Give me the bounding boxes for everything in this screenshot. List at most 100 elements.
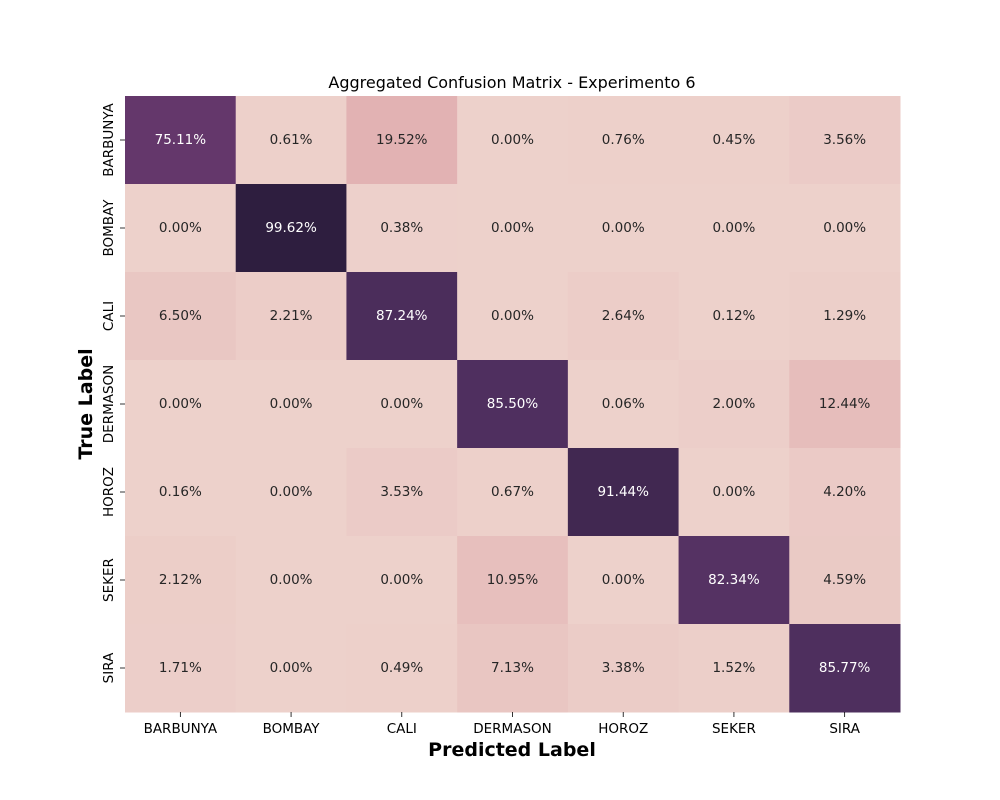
heatmap-cell xyxy=(457,360,569,449)
cell-value-label: 0.00% xyxy=(491,308,534,324)
heatmap-cell xyxy=(346,536,458,625)
heatmap-cell xyxy=(789,96,901,185)
cell-value-label: 0.00% xyxy=(270,484,313,500)
heatmap-cell xyxy=(457,536,569,625)
cell-value-label: 0.00% xyxy=(602,572,645,588)
cell-value-label: 0.61% xyxy=(270,132,313,148)
heatmap-cell xyxy=(346,360,458,449)
heatmap-cell xyxy=(567,96,680,185)
heatmap-cell xyxy=(346,448,458,537)
cell-value-label: 0.00% xyxy=(602,220,645,236)
heatmap-cell xyxy=(678,448,790,537)
cell-value-label: 0.00% xyxy=(380,572,423,588)
cell-value-label: 0.00% xyxy=(270,396,313,412)
heatmap-cell xyxy=(678,96,790,185)
x-axis-title: Predicted Label xyxy=(428,739,596,761)
cell-value-label: 2.64% xyxy=(602,308,645,324)
heatmap-cell xyxy=(235,536,347,625)
heatmap-cell xyxy=(567,448,680,537)
x-tick-label: SIRA xyxy=(829,721,860,737)
cell-value-label: 2.12% xyxy=(159,572,202,588)
heatmap-cell xyxy=(125,448,237,537)
cell-value-label: 1.52% xyxy=(712,660,755,676)
heatmap-cell xyxy=(457,624,569,713)
heatmap-cell xyxy=(457,184,569,273)
cell-value-label: 85.50% xyxy=(487,396,539,412)
cell-value-label: 0.45% xyxy=(712,132,755,148)
heatmap-cell xyxy=(125,96,237,185)
cell-value-label: 0.00% xyxy=(491,132,534,148)
heatmap-cell xyxy=(235,448,347,537)
heatmap-cell xyxy=(567,536,680,625)
cell-value-label: 0.00% xyxy=(491,220,534,236)
heatmap-cell xyxy=(457,96,569,185)
cell-value-label: 75.11% xyxy=(155,132,207,148)
heatmap-cell xyxy=(346,624,458,713)
heatmap-cell xyxy=(789,624,901,713)
y-tick-label: CALI xyxy=(101,301,117,331)
heatmap-cells: 75.11% 0.61% 19.52% 0.00% 0.76% 0.45% 3.56% 0.0… xyxy=(125,96,901,713)
cell-value-label: 1.29% xyxy=(823,308,866,324)
heatmap-cell xyxy=(567,272,680,361)
heatmap-cell xyxy=(125,184,237,273)
cell-value-label: 0.00% xyxy=(270,660,313,676)
cell-value-label: 0.00% xyxy=(823,220,866,236)
heatmap-cell xyxy=(678,624,790,713)
cell-value-label: 12.44% xyxy=(819,396,871,412)
cell-value-label: 0.49% xyxy=(380,660,423,676)
cell-value-label: 6.50% xyxy=(159,308,202,324)
cell-value-label: 1.71% xyxy=(159,660,202,676)
heatmap-cell xyxy=(346,96,458,185)
heatmap-cell xyxy=(125,272,237,361)
cell-value-label: 91.44% xyxy=(597,484,649,500)
heatmap-cell xyxy=(235,184,347,273)
heatmap-cell xyxy=(125,360,237,449)
heatmap-cell xyxy=(678,360,790,449)
heatmap-cell xyxy=(346,184,458,273)
heatmap-cell xyxy=(235,624,347,713)
cell-value-label: 4.20% xyxy=(823,484,866,500)
y-tick-label: DERMASON xyxy=(101,365,117,443)
cell-value-label: 0.76% xyxy=(602,132,645,148)
heatmap-cell xyxy=(567,360,680,449)
heatmap-cell xyxy=(235,360,347,449)
cell-value-label: 0.00% xyxy=(270,572,313,588)
cell-value-label: 3.53% xyxy=(380,484,423,500)
cell-value-label: 0.06% xyxy=(602,396,645,412)
y-tick-label: SEKER xyxy=(101,558,117,602)
cell-value-label: 0.16% xyxy=(159,484,202,500)
heatmap-cell xyxy=(789,448,901,537)
heatmap-cell xyxy=(235,96,347,185)
x-tick-label: BOMBAY xyxy=(263,721,321,737)
cell-value-label: 82.34% xyxy=(708,572,760,588)
cell-value-label: 3.38% xyxy=(602,660,645,676)
heatmap-cell xyxy=(125,536,237,625)
heatmap-cell xyxy=(567,184,680,273)
chart-title: Aggregated Confusion Matrix - Experiment… xyxy=(328,73,695,92)
y-tick-label: BOMBAY xyxy=(101,199,117,257)
heatmap-cell xyxy=(235,272,347,361)
y-axis-title: True Label xyxy=(75,348,97,459)
cell-value-label: 2.00% xyxy=(712,396,755,412)
heatmap-cell xyxy=(789,184,901,273)
x-tick-label: BARBUNYA xyxy=(144,721,218,737)
cell-value-label: 4.59% xyxy=(823,572,866,588)
cell-value-label: 0.00% xyxy=(380,396,423,412)
cell-value-label: 0.00% xyxy=(159,396,202,412)
heatmap-cell xyxy=(789,272,901,361)
cell-value-label: 0.00% xyxy=(712,484,755,500)
cell-value-label: 0.00% xyxy=(159,220,202,236)
heatmap-cell xyxy=(789,360,901,449)
x-axis-ticks: BARBUNYA BOMBAY CALI DERMASON HOROZ SEKER SIRA xyxy=(144,712,861,737)
x-tick-label: HOROZ xyxy=(598,721,648,737)
cell-value-label: 87.24% xyxy=(376,308,428,324)
heatmap-cell xyxy=(789,536,901,625)
heatmap-cell xyxy=(457,448,569,537)
x-tick-label: CALI xyxy=(387,721,417,737)
y-axis-ticks: BARBUNYA BOMBAY CALI DERMASON HOROZ SEKER SIRA xyxy=(101,102,125,683)
heatmap-cell xyxy=(346,272,458,361)
heatmap-cell xyxy=(567,624,680,713)
y-tick-label: HOROZ xyxy=(101,467,117,517)
cell-value-label: 0.67% xyxy=(491,484,534,500)
